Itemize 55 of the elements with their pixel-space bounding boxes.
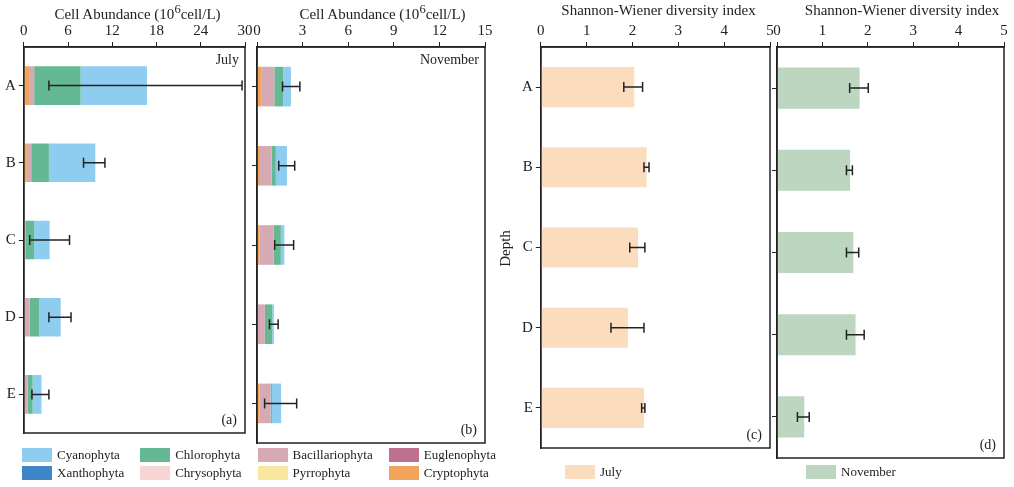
x-axis-title: Cell Abundance (10$^{6}$cell/L) [298, 2, 467, 23]
x-tick-label: 2 [628, 21, 637, 38]
annotation: (c) [746, 426, 763, 443]
legend-label: Pyrrophyta [292, 465, 351, 481]
x-tick-label: 2 [864, 21, 872, 38]
x-tick-label: 0 [773, 21, 781, 38]
x-tick-label: 6 [344, 21, 353, 38]
x-tick-label: 0 [253, 21, 261, 38]
x-axis-title: Shannon-Wiener diversity index [560, 2, 757, 19]
y-tick-label: E [523, 398, 533, 415]
x-tick-label: 5 [766, 21, 774, 38]
y-tick-label: C [522, 238, 533, 255]
x-tick-label: 0 [537, 21, 545, 38]
x-tick-label: 12 [104, 21, 120, 38]
y-tick-label: A [521, 78, 533, 95]
legend-label: July [600, 464, 622, 480]
legend-label: Euglenophyta [423, 447, 496, 463]
x-tick-label: 1 [582, 21, 591, 38]
x-tick-label: 4 [954, 21, 963, 38]
x-tick-label: 9 [390, 21, 398, 38]
annotation: (d) [979, 436, 997, 453]
x-tick-label: 12 [431, 21, 447, 38]
y-tick-label: B [5, 153, 16, 170]
x-axis-title: Cell Abundance (10$^{6}$cell/L) [53, 2, 222, 23]
annotation: July [215, 51, 239, 67]
legend-label: Cyanophyta [57, 447, 120, 463]
x-tick-label: 5 [1000, 21, 1008, 38]
x-tick-label: 6 [64, 21, 73, 38]
x-tick-label: 30 [237, 21, 253, 38]
annotation: November [419, 51, 480, 67]
x-tick-label: 24 [193, 21, 209, 38]
x-tick-label: 4 [720, 21, 729, 38]
legend-label: Chrysophyta [175, 465, 242, 481]
legend-label: Cryptophyta [423, 465, 489, 481]
y-tick-label: B [522, 158, 533, 175]
legend-label: Chlorophyta [175, 447, 241, 463]
y-tick-label: A [4, 76, 16, 93]
y-tick-label: E [6, 385, 16, 402]
x-tick-label: 15 [477, 21, 493, 38]
y-axis-title: Depth [496, 230, 514, 267]
x-tick-label: 3 [674, 21, 683, 38]
y-tick-label: C [5, 230, 16, 247]
annotation: (a) [221, 411, 238, 428]
legend-label: November [841, 464, 896, 480]
x-tick-label: 3 [909, 21, 917, 38]
x-axis-title: Shannon-Wiener diversity index [803, 2, 1001, 19]
x-tick-label: 18 [149, 21, 165, 38]
x-tick-label: 3 [298, 21, 307, 38]
annotation: (b) [460, 421, 478, 438]
x-tick-label: 1 [818, 21, 827, 38]
legend-label: Xanthophyta [57, 465, 125, 481]
x-tick-label: 0 [20, 21, 28, 38]
legend-label: Bacillariophyta [292, 447, 373, 463]
y-tick-label: D [4, 308, 16, 325]
y-tick-label: D [521, 318, 533, 335]
